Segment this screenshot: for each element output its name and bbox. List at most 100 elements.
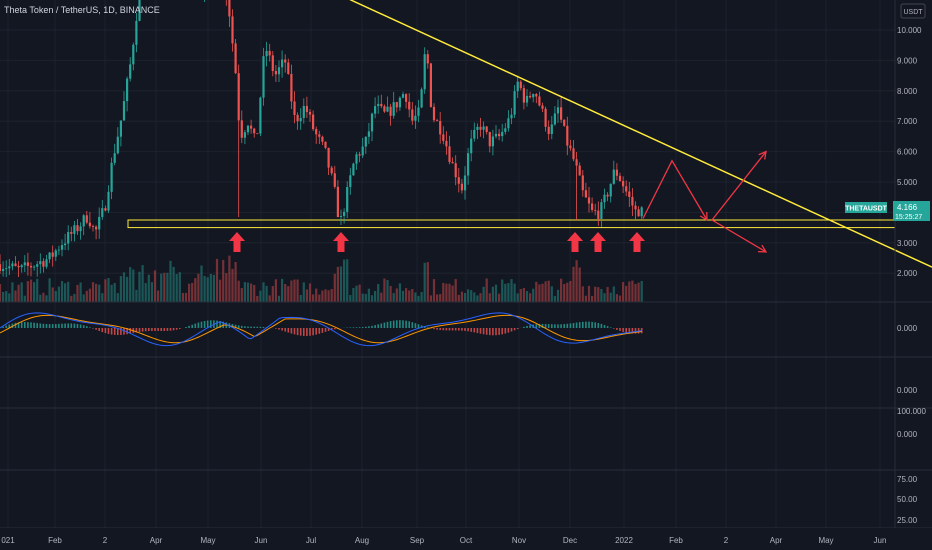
macd-histogram-bar [290, 328, 293, 334]
time-axis[interactable]: 021 Feb 2 Apr May Jun Jul Aug Sep Oct Nov Dec 2022 Fe… [0, 528, 932, 550]
volume-bar [138, 271, 141, 302]
volume-bar [572, 266, 575, 302]
support-zone[interactable] [127, 219, 896, 229]
candle-body [33, 266, 36, 268]
candle-body [550, 124, 553, 135]
volume-bar [618, 295, 622, 302]
last-price-label: 4.166 [897, 203, 918, 212]
volume-bar [126, 276, 129, 302]
macd-histogram-bar [374, 325, 376, 328]
macd-histogram-bar [42, 323, 45, 328]
macd-histogram-bar [129, 328, 131, 334]
macd-histogram-bar [216, 320, 218, 328]
macd-histogram-bar [8, 324, 11, 328]
macd-histogram-bar [79, 324, 82, 328]
volume-bar [36, 278, 39, 302]
volume-bar [541, 283, 544, 302]
time-tick-label: Nov [512, 536, 526, 545]
volume-bar [457, 294, 460, 302]
candle-body [628, 191, 631, 197]
macd-histogram-bar [439, 328, 441, 331]
macd-histogram-bar [14, 322, 17, 328]
macd-histogram-bar [436, 328, 438, 330]
volume-bar [535, 281, 538, 302]
candle-body [126, 78, 129, 102]
macd-histogram-bar [625, 328, 627, 333]
macd-histogram-bar [113, 328, 116, 335]
volume-bar [98, 284, 101, 302]
macd-histogram-bar [399, 320, 401, 328]
volume-bar [349, 295, 352, 302]
candle-body [367, 131, 370, 137]
macd-histogram-bar [89, 327, 91, 328]
candle-body [281, 59, 284, 68]
volume-bar [308, 283, 312, 302]
candle-body [618, 175, 622, 182]
volume-bar [169, 260, 172, 302]
volume-bar [79, 282, 82, 302]
currency-badge[interactable]: USDT [900, 3, 926, 19]
volume-bar [414, 292, 417, 302]
volume-bar [26, 281, 29, 302]
volume-bar [454, 279, 457, 302]
descending-trendline[interactable] [349, 0, 932, 268]
volume-bar [147, 274, 150, 302]
candle-body [625, 186, 628, 192]
candle-body [470, 138, 473, 154]
macd-histogram-bar [296, 328, 299, 336]
candle-body [349, 175, 352, 188]
candle-body [439, 120, 442, 135]
volume-bar [426, 262, 429, 302]
volume-bar [271, 286, 274, 302]
macd-histogram-bar [148, 328, 150, 332]
annotation-layer[interactable] [229, 150, 768, 253]
price-axis[interactable]: 2.0003.0004.0005.0006.0007.0008.0009.000… [894, 0, 926, 528]
macd-histogram-bar [262, 326, 265, 328]
volume-bar [374, 291, 377, 302]
candle-body [615, 169, 618, 176]
macd-histogram-bar [628, 328, 631, 334]
macd-histogram-bar [101, 328, 104, 333]
time-tick-label: Sep [410, 536, 425, 545]
volume-bar [380, 292, 383, 302]
candle-body [20, 265, 23, 268]
volume-bar [76, 284, 79, 302]
volume-bar [85, 290, 88, 302]
candle-body [88, 222, 91, 227]
volume-bar [513, 283, 516, 302]
candle-body [640, 207, 643, 217]
macd-histogram-bar [61, 323, 63, 328]
candle-body [0, 264, 2, 271]
volume-bar [17, 284, 20, 302]
macd-histogram-bar [523, 326, 525, 328]
macd-histogram-bar [179, 328, 181, 329]
candle-body [547, 126, 550, 135]
macd-histogram-bar [501, 328, 503, 335]
candle-body [603, 194, 606, 203]
trendline [349, 0, 932, 268]
candle-body [237, 73, 240, 121]
volume-bar [287, 286, 290, 302]
volume-bar [160, 273, 163, 302]
volume-bar [476, 295, 479, 302]
price-tick-label: 6.000 [897, 148, 918, 157]
time-tick-label: 2 [724, 536, 729, 545]
candle-body [538, 96, 541, 106]
candle-body [330, 167, 333, 174]
macd-histogram-bar [368, 326, 370, 328]
grid-lines [0, 0, 895, 528]
macd-histogram-bar [135, 328, 138, 333]
macd-histogram-bar [349, 327, 352, 328]
volume-bar [591, 295, 594, 302]
macd-histogram-bar [36, 323, 38, 328]
volume-bar [364, 293, 367, 302]
volume-bar [132, 269, 135, 302]
candle-body [395, 102, 398, 108]
volume-bar [312, 294, 315, 302]
candle-body [581, 175, 584, 191]
volume-bar [522, 287, 525, 302]
macd-histogram-bar [495, 328, 497, 336]
volume-bar [507, 282, 510, 302]
volume-bar [23, 295, 26, 302]
